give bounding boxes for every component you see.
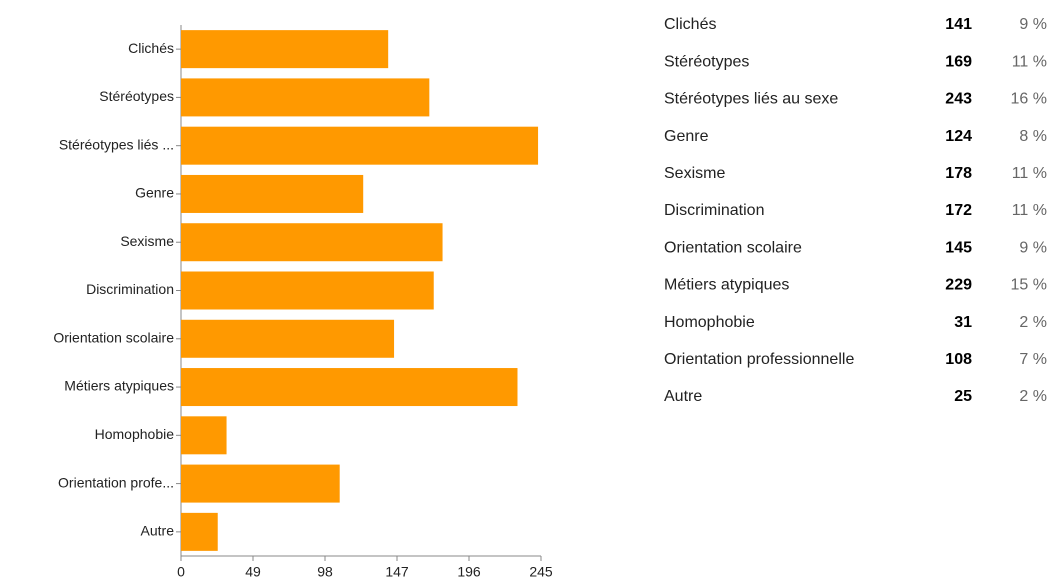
bar [181, 464, 340, 503]
row-count: 145 [945, 239, 972, 256]
bar [181, 416, 227, 455]
x-tick-label: 49 [245, 564, 261, 580]
y-tick-label: Stéréotypes liés ... [59, 136, 174, 152]
y-tick-label: Métiers atypiques [64, 378, 174, 394]
row-percent: 2 % [1019, 388, 1047, 405]
row-name: Métiers atypiques [664, 277, 789, 294]
y-tick-label: Sexisme [120, 233, 174, 249]
row-percent: 11 % [1012, 202, 1047, 219]
row-count: 31 [954, 314, 972, 331]
row-count: 108 [945, 351, 972, 368]
row-count: 169 [945, 53, 972, 70]
row-percent: 8 % [1019, 128, 1047, 145]
row-percent: 11 % [1012, 53, 1047, 70]
row-count: 172 [945, 202, 972, 219]
row-count: 229 [945, 277, 972, 294]
y-tick-label: Orientation profe... [58, 474, 174, 490]
row-percent: 9 % [1019, 16, 1047, 33]
row-name: Orientation scolaire [664, 239, 802, 256]
row-count: 178 [945, 165, 972, 182]
row-percent: 15 % [1011, 277, 1047, 294]
row-percent: 16 % [1011, 91, 1047, 108]
row-name: Stéréotypes liés au sexe [664, 91, 838, 108]
row-name: Sexisme [664, 165, 725, 182]
row-count: 25 [954, 388, 972, 405]
row-name: Homophobie [664, 314, 755, 331]
row-name: Genre [664, 128, 709, 145]
y-tick-label: Autre [141, 523, 175, 539]
x-tick-label: 245 [529, 564, 553, 580]
row-count: 124 [945, 128, 972, 145]
y-tick-label: Stéréotypes [99, 88, 174, 104]
row-name: Orientation professionnelle [664, 351, 854, 368]
row-name: Autre [664, 388, 702, 405]
x-tick-label: 98 [317, 564, 333, 580]
y-tick-label: Orientation scolaire [53, 329, 174, 345]
row-percent: 7 % [1019, 351, 1047, 368]
x-tick-label: 147 [385, 564, 409, 580]
bar [181, 319, 395, 358]
y-tick-label: Clichés [128, 40, 174, 56]
bar [181, 30, 389, 69]
row-percent: 2 % [1019, 314, 1047, 331]
row-name: Discrimination [664, 202, 764, 219]
x-tick-label: 196 [457, 564, 481, 580]
bar [181, 126, 539, 165]
row-percent: 9 % [1019, 239, 1047, 256]
y-tick-label: Genre [135, 185, 174, 201]
y-tick-label: Homophobie [95, 426, 175, 442]
row-count: 141 [945, 16, 972, 33]
row-name: Stéréotypes [664, 53, 749, 70]
y-tick-label: Discrimination [86, 281, 174, 297]
bar [181, 223, 443, 262]
bar [181, 174, 364, 213]
bar [181, 368, 518, 407]
row-name: Clichés [664, 16, 716, 33]
x-tick-label: 0 [177, 564, 185, 580]
row-percent: 11 % [1012, 165, 1047, 182]
row-count: 243 [945, 91, 972, 108]
bar [181, 512, 218, 551]
bar [181, 78, 430, 117]
bar [181, 271, 434, 310]
